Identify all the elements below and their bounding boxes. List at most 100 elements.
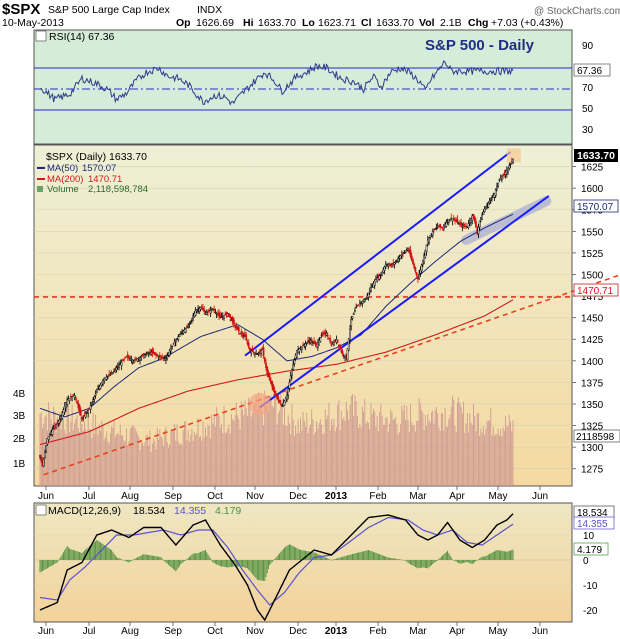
macd-histogram-bar [485,556,487,560]
candle-body [402,252,404,254]
volume-bar [353,415,355,486]
macd-histogram-bar [59,558,61,560]
volume-bar [384,424,386,486]
volume-bar [316,421,318,486]
macd-histogram-bar [302,550,304,560]
macd-histogram-bar [223,560,225,567]
volume-bar [474,415,476,486]
ma50-last-value: 1570.07 [577,202,614,213]
volume-bar [211,414,213,486]
candle-body [475,221,477,228]
volume-bar [508,414,510,486]
candle-body [233,319,235,325]
macd-histogram-bar [419,560,421,568]
chart-date: 10-May-2013 [2,17,64,29]
macd-histogram-bar [322,556,324,560]
volume-bar [397,434,399,486]
macd-histogram-bar [276,556,278,560]
macd-histogram-bar [121,559,122,560]
macd-histogram-bar [75,550,77,560]
volume-bar [235,402,237,486]
volume-bar [174,424,176,486]
macd-histogram-bar [126,560,127,562]
volume-bar [392,419,394,486]
candle-body [229,314,232,318]
macd-histogram-bar [453,560,455,561]
volume-bar [355,401,357,486]
macd-histogram-bar [364,550,366,560]
candle-body [320,334,323,336]
volume-bar [414,431,416,486]
volume-bar [149,430,151,486]
macd-histogram-bar [324,557,326,560]
volume-bar [207,424,209,486]
macd-tick-label: -20 [583,606,598,617]
candle-body [156,354,159,357]
volume-bar [69,432,71,486]
macd-histogram-bar [91,544,93,560]
signal-last-box [573,516,615,530]
macd-histogram-bar [181,560,183,564]
volume-bar [505,415,507,486]
macd-histogram-bar [81,552,83,560]
candle-body [157,356,160,358]
candle-body [373,280,376,286]
macd-histogram-bar [429,560,431,567]
candle-body [361,301,364,304]
macd-histogram-bar [337,558,339,560]
candle-body [79,410,82,416]
volume-bar [329,430,331,486]
x-tick-label: Apr [449,491,465,502]
volume-bar [240,401,242,486]
candle-body [461,225,464,228]
macd-histogram-bar [305,550,306,560]
macd-histogram-bar [114,555,116,560]
volume-bar [406,406,408,486]
macd-histogram-bar [365,550,367,560]
macd-histogram-bar [146,554,148,560]
x-tick-label: Jun [532,491,548,502]
volume-bar [387,432,389,486]
volume-bar [171,429,173,486]
candle-body [413,264,416,269]
volume-bar [444,407,446,486]
close-label: Cl [361,17,372,29]
volume-last-value: 2118598 [576,432,615,443]
macd-histogram-bar [456,560,458,563]
macd-histogram-bar [150,555,152,560]
macd-histogram-bar [145,554,147,560]
volume-bar [67,403,69,486]
volume-bar [185,420,187,486]
macd-histogram-bar [356,552,358,560]
macd-histogram-bar [232,560,234,567]
volume-bar [182,430,184,486]
candle-body [78,404,81,412]
volume-bar [482,426,484,486]
volume-bar [368,422,369,486]
volume-bar [197,418,199,486]
volume-bar [219,427,221,486]
candle-body [162,356,165,359]
macd-histogram-bar [293,546,295,560]
volume-bar [358,428,360,486]
volume-bar [134,428,136,486]
volume-bar [411,422,413,486]
macd-histogram-bar [67,547,69,560]
volume-bar [213,414,215,486]
volume-bar [248,397,250,486]
candle-body [194,310,197,316]
candle-body [66,399,69,405]
volume-bar [256,409,258,486]
volume-bar [469,413,471,486]
volume-bar [165,426,167,486]
macd-histogram-bar [127,560,129,562]
macd-histogram-bar [403,560,405,561]
rsi-tick-50: 50 [582,104,594,115]
volume-bar [39,414,41,486]
macd-histogram-bar [468,560,469,563]
macd-histogram-bar [374,552,376,560]
macd-histogram-bar [203,550,205,560]
x-tick-label: May [489,491,508,502]
candle-body [415,272,418,276]
macd-histogram-bar [296,548,298,560]
